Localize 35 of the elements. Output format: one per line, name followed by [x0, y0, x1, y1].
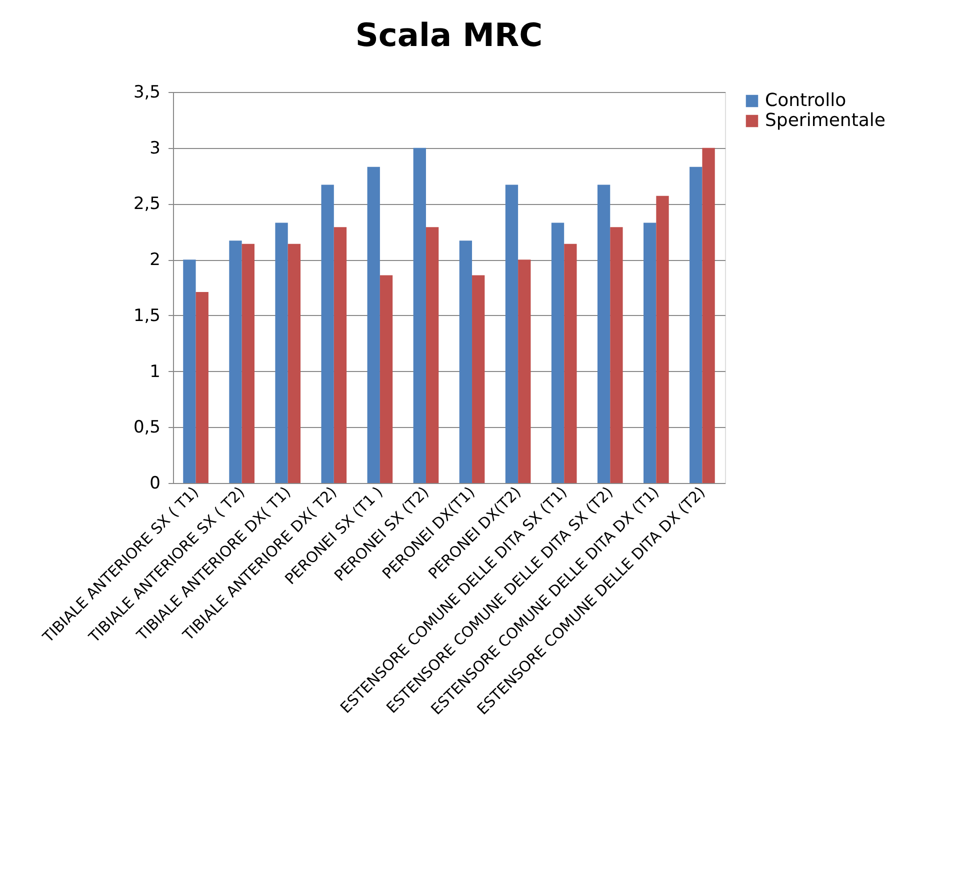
bar [367, 166, 380, 483]
y-tick-label: 3 [150, 138, 160, 158]
chart-title: Scala MRC [355, 16, 543, 54]
y-tick-label: 2 [150, 250, 160, 270]
bar [644, 222, 656, 483]
bar [229, 240, 242, 483]
bar [380, 275, 393, 483]
bar [334, 227, 347, 483]
bar [551, 222, 564, 483]
bar [610, 227, 623, 483]
bar [702, 148, 715, 483]
bar [472, 275, 485, 483]
bar [564, 244, 577, 483]
y-tick-label: 2,5 [133, 194, 160, 214]
legend-label: Sperimentale [765, 110, 886, 131]
bar [505, 184, 518, 483]
bar [413, 148, 426, 483]
bar [426, 227, 439, 483]
y-tick-label: 3,5 [133, 82, 160, 102]
bar [597, 184, 610, 483]
bar [183, 260, 196, 483]
bar [275, 222, 288, 483]
y-tick-label: 1 [150, 362, 160, 382]
bar [196, 292, 208, 483]
bar [242, 244, 254, 483]
y-tick-label: 1,5 [133, 306, 160, 326]
bar [690, 166, 702, 483]
legend-label: Controllo [765, 90, 846, 111]
bar [321, 184, 334, 483]
bar [656, 196, 669, 483]
y-tick-label: 0 [150, 474, 160, 494]
bar [518, 260, 531, 483]
bar [459, 240, 472, 483]
bar [288, 244, 301, 483]
y-tick-label: 0,5 [133, 418, 160, 438]
